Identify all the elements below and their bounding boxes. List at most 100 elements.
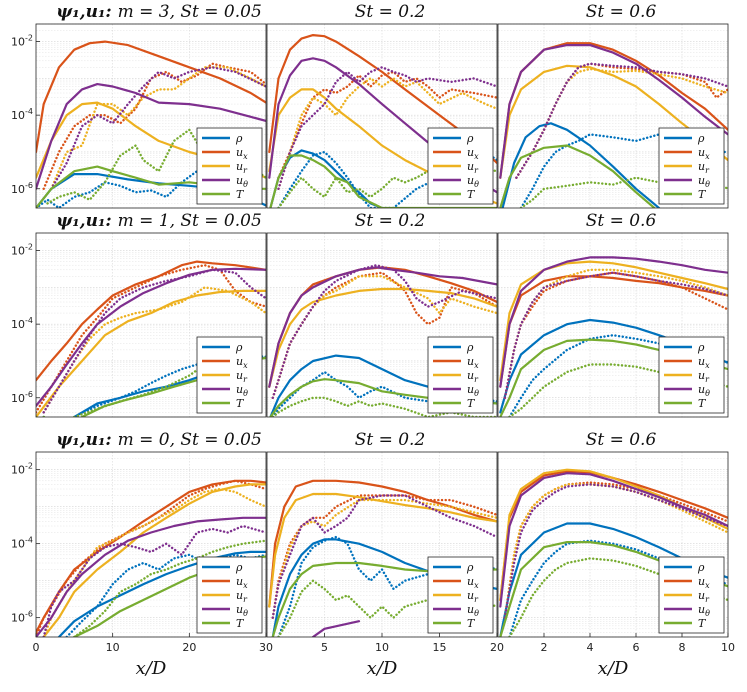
legend-label-T: T (698, 617, 707, 630)
legend-label-ut: uθ (698, 603, 710, 618)
legend-label-main: ρ (235, 341, 243, 354)
legend-label-T: T (236, 617, 245, 630)
legend-label-main: ρ (235, 132, 243, 145)
legend-label-main: u (236, 603, 243, 616)
legend-label-sub: r (474, 375, 479, 384)
legend-label-main: u (467, 355, 474, 368)
legend-label-rho: ρ (697, 132, 705, 145)
legend-label-rho: ρ (697, 561, 705, 574)
legend-label-sub: r (474, 595, 479, 604)
series-ut-solid (311, 620, 361, 637)
legend-label-main: u (467, 589, 474, 602)
legend-label-main: T (236, 617, 245, 630)
legend-label-sub: r (243, 595, 248, 604)
series-ut-dotted (277, 66, 497, 190)
legend-label-main: u (236, 575, 243, 588)
axes-frame (266, 232, 498, 418)
legend-label-sub: x (474, 152, 479, 161)
legend-label-main: T (698, 397, 707, 410)
legend-label-main: u (698, 603, 705, 616)
legend-label-main: u (698, 174, 705, 187)
series-ux-solid (36, 260, 266, 382)
legend-label-ur: ur (467, 160, 479, 175)
title-st: St = 0.6 (586, 2, 657, 22)
legend-label-sub: r (243, 375, 248, 384)
legend-label-main: u (467, 383, 474, 396)
legend-label-sub: θ (474, 180, 479, 189)
legend-label-main: u (698, 355, 705, 368)
x-tick-label: 6 (633, 641, 640, 654)
legend-label-main: u (467, 160, 474, 173)
legend-label-rho: ρ (235, 341, 243, 354)
legend-label-ux: ux (467, 575, 479, 590)
series-ur-dotted (277, 77, 497, 190)
y-tick-base: 10 (11, 109, 25, 122)
title-st: St = 0.6 (586, 430, 657, 450)
legend-label-ux: ux (467, 146, 479, 161)
panel-title: ψ₁,u₁: m = 3, St = 0.05 (56, 2, 262, 22)
series-ux-dotted (271, 494, 497, 619)
series-group (36, 260, 266, 417)
series-ut-dotted (271, 494, 497, 619)
series-ut-dotted (50, 66, 266, 190)
legend-label-sub: x (474, 361, 479, 370)
legend-label-sub: θ (474, 609, 479, 618)
legend-label-ur: ur (467, 589, 479, 604)
y-tick-label: 10-6 (11, 610, 33, 625)
legend-label-ur: ur (236, 369, 248, 384)
legend-label-main: u (698, 589, 705, 602)
legend-label-sub: x (705, 581, 710, 590)
x-tick-label: 20 (182, 641, 196, 654)
legend-label-sub: θ (243, 609, 248, 618)
legend-label-T: T (698, 188, 707, 201)
axes-frame (35, 232, 267, 418)
series-ut-solid (499, 44, 728, 179)
legend-label-ut: uθ (467, 174, 479, 189)
series-ut-dotted (515, 62, 728, 179)
title-st: St = 0.2 (355, 430, 426, 450)
panel-title: St = 0.2 (355, 211, 426, 231)
x-tick-label: 0 (33, 641, 40, 654)
title-st: St = 0.05 (180, 211, 261, 231)
title-m: m = 1, (118, 211, 181, 231)
legend-label-ur: ur (236, 589, 248, 604)
series-ur-solid (268, 287, 497, 388)
legend-label-ur: ur (236, 160, 248, 175)
legend-label-sub: r (474, 166, 479, 175)
axes-frame (497, 232, 729, 418)
series-ut-dotted (503, 271, 728, 399)
series-ux-solid (268, 34, 497, 165)
series-T-solid (269, 154, 497, 208)
series-rho-solid (501, 122, 661, 208)
series-rho-solid (57, 550, 266, 637)
x-tick-label: 10 (375, 641, 389, 654)
legend-label-main: T (236, 397, 245, 410)
y-tick-base: 10 (11, 36, 25, 49)
title-st: St = 0.2 (355, 2, 426, 22)
series-ut-solid (36, 83, 266, 190)
legend-label-sub: x (243, 361, 248, 370)
series-ur-solid (499, 260, 728, 382)
legend-label-sub: r (705, 375, 710, 384)
x-tick-label: 5 (321, 641, 328, 654)
legend-label-main: u (698, 575, 705, 588)
series-ut-solid (268, 266, 497, 388)
series-ux-solid (36, 40, 266, 154)
legend-label-ux: ux (698, 575, 710, 590)
x-tick-label: 30 (259, 641, 273, 654)
series-rho-dotted (65, 553, 266, 637)
legend-label-main: u (467, 174, 474, 187)
legend-label-main: ρ (466, 561, 474, 574)
title-prefix: ψ₁,u₁: (56, 2, 117, 22)
y-tick-base: 10 (11, 318, 25, 331)
legend-label-main: u (698, 383, 705, 396)
